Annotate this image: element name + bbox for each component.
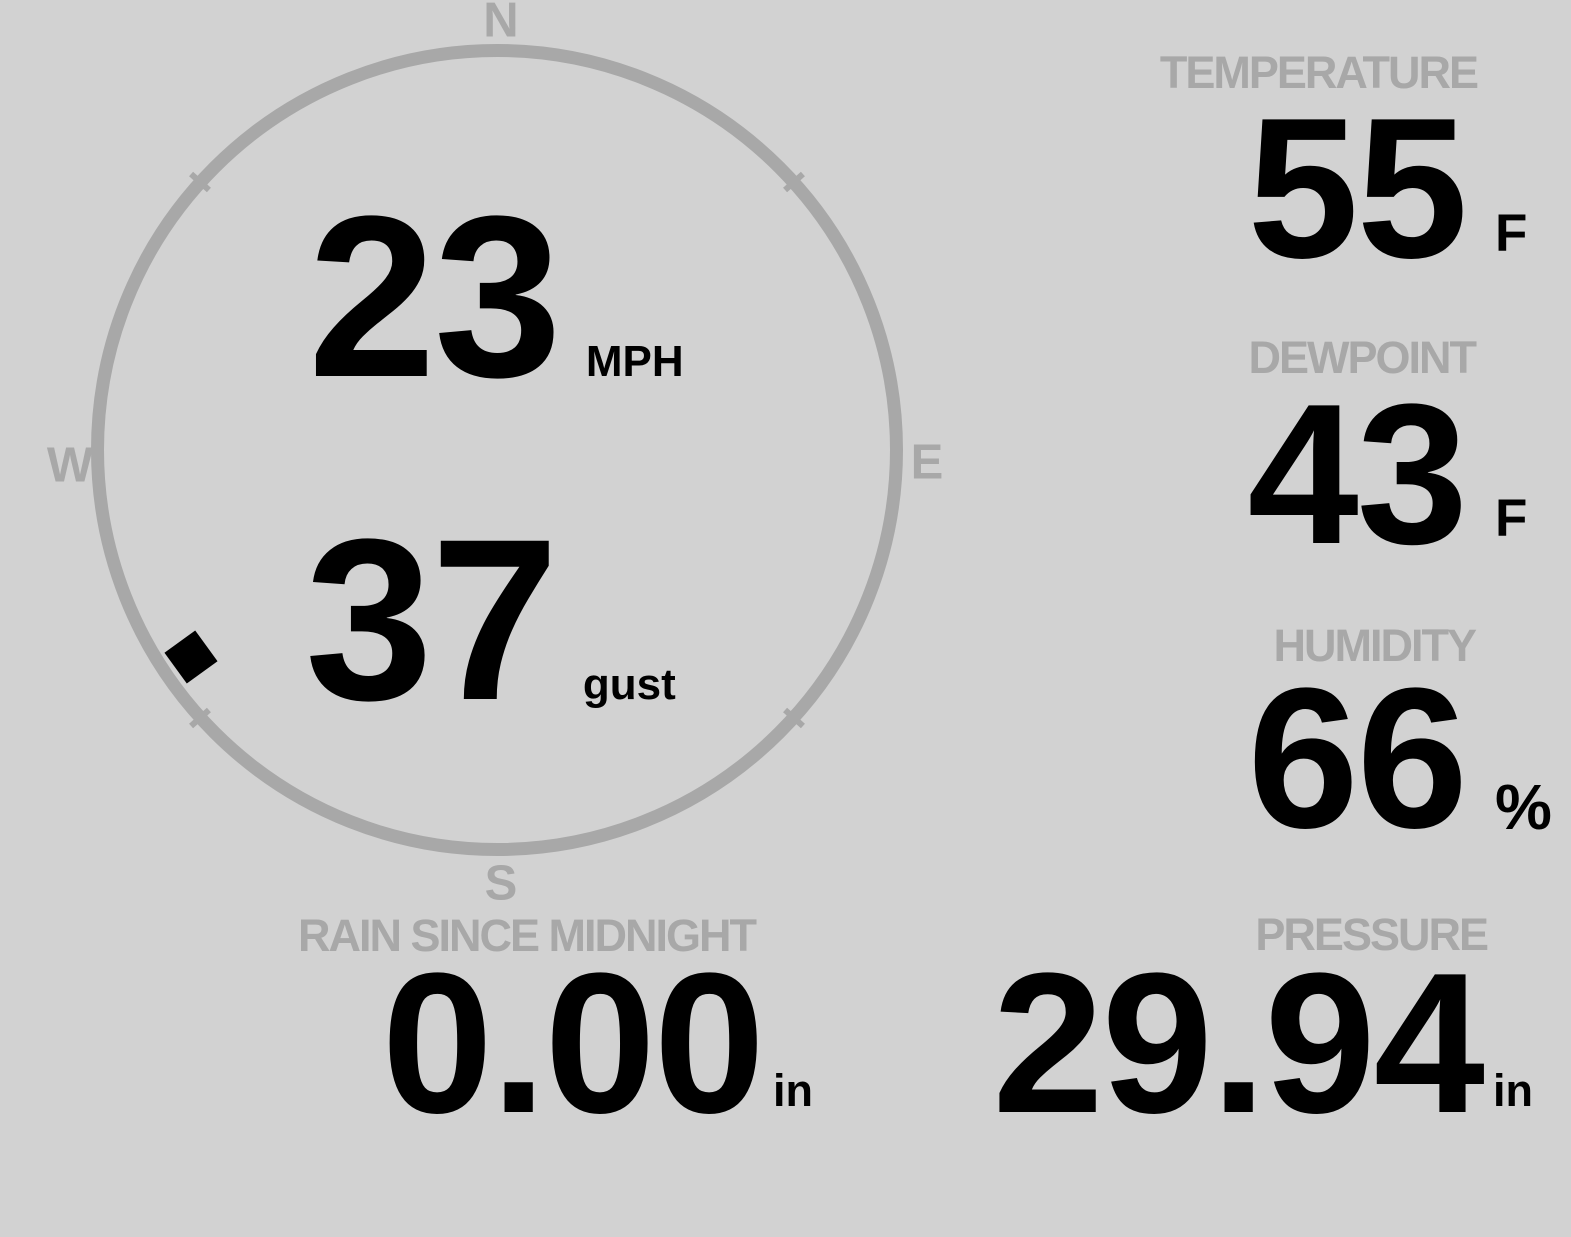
wind-speed-value: 23 [308, 168, 562, 425]
pressure-unit: in [1493, 1065, 1533, 1116]
compass-label-east: E [910, 435, 944, 490]
dewpoint-label: DEWPOINT [1248, 332, 1477, 383]
humidity-value: 66 [1247, 647, 1468, 870]
rain-unit: in [773, 1065, 813, 1116]
dewpoint-unit: F [1495, 489, 1528, 548]
humidity-label: HUMIDITY [1273, 620, 1477, 671]
wind-gust-unit: gust [582, 660, 676, 709]
pressure-value: 29.94 [992, 932, 1485, 1155]
compass-label-north: N [483, 0, 519, 48]
wind-gust-value: 37 [305, 491, 559, 748]
compass-label-south: S [484, 856, 518, 911]
pressure-label: PRESSURE [1255, 909, 1489, 960]
wind-speed: 23 MPH [308, 182, 684, 412]
rain-value: 0.00 [381, 932, 765, 1155]
temperature-value: 55 [1247, 77, 1468, 300]
wind-gust: 37 gust [305, 505, 676, 735]
compass-label-west: W [46, 438, 94, 493]
wind-speed-unit: MPH [585, 337, 684, 386]
dewpoint-value: 43 [1247, 363, 1468, 586]
temperature-unit: F [1495, 204, 1528, 263]
humidity-unit: % [1495, 771, 1552, 843]
rain-label: RAIN SINCE MIDNIGHT [298, 910, 757, 961]
temperature-label: TEMPERATURE [1159, 47, 1479, 98]
